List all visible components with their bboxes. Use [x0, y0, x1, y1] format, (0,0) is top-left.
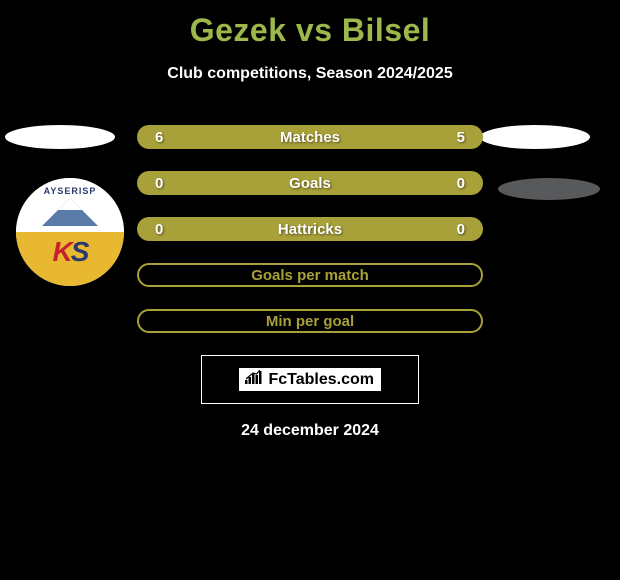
right-club-shadow	[498, 178, 600, 200]
club-badge: AYSERISP KS	[16, 178, 124, 286]
footer-brand: FcTables.com	[267, 371, 375, 389]
stat-label: Hattricks	[278, 221, 342, 238]
footer-attribution: FcTables.com	[201, 355, 419, 404]
stat-label: Goals per match	[251, 267, 369, 284]
stat-label: Min per goal	[266, 313, 354, 330]
stats-panel: 6 Matches 5 0 Goals 0 0 Hattricks 0 Goal…	[137, 125, 483, 333]
subtitle: Club competitions, Season 2024/2025	[0, 65, 620, 83]
stat-right-value: 5	[457, 129, 465, 146]
stat-row-goals-per-match: Goals per match	[137, 263, 483, 287]
stat-row-min-per-goal: Min per goal	[137, 309, 483, 333]
date-label: 24 december 2024	[0, 422, 620, 440]
stat-row-matches: 6 Matches 5	[137, 125, 483, 149]
stat-left-value: 0	[155, 175, 163, 192]
stat-label: Goals	[289, 175, 331, 192]
stat-right-value: 0	[457, 175, 465, 192]
page-title: Gezek vs Bilsel	[0, 12, 620, 49]
stat-left-value: 6	[155, 129, 163, 146]
stat-row-goals: 0 Goals 0	[137, 171, 483, 195]
stat-row-hattricks: 0 Hattricks 0	[137, 217, 483, 241]
right-player-shadow	[480, 125, 590, 149]
chart-icon	[245, 370, 263, 389]
badge-letter-s: S	[71, 236, 88, 268]
badge-letter-k: K	[53, 236, 71, 268]
badge-text: AYSERISP	[16, 186, 124, 196]
stat-right-value: 0	[457, 221, 465, 238]
left-player-shadow	[5, 125, 115, 149]
stat-left-value: 0	[155, 221, 163, 238]
stat-label: Matches	[280, 129, 340, 146]
